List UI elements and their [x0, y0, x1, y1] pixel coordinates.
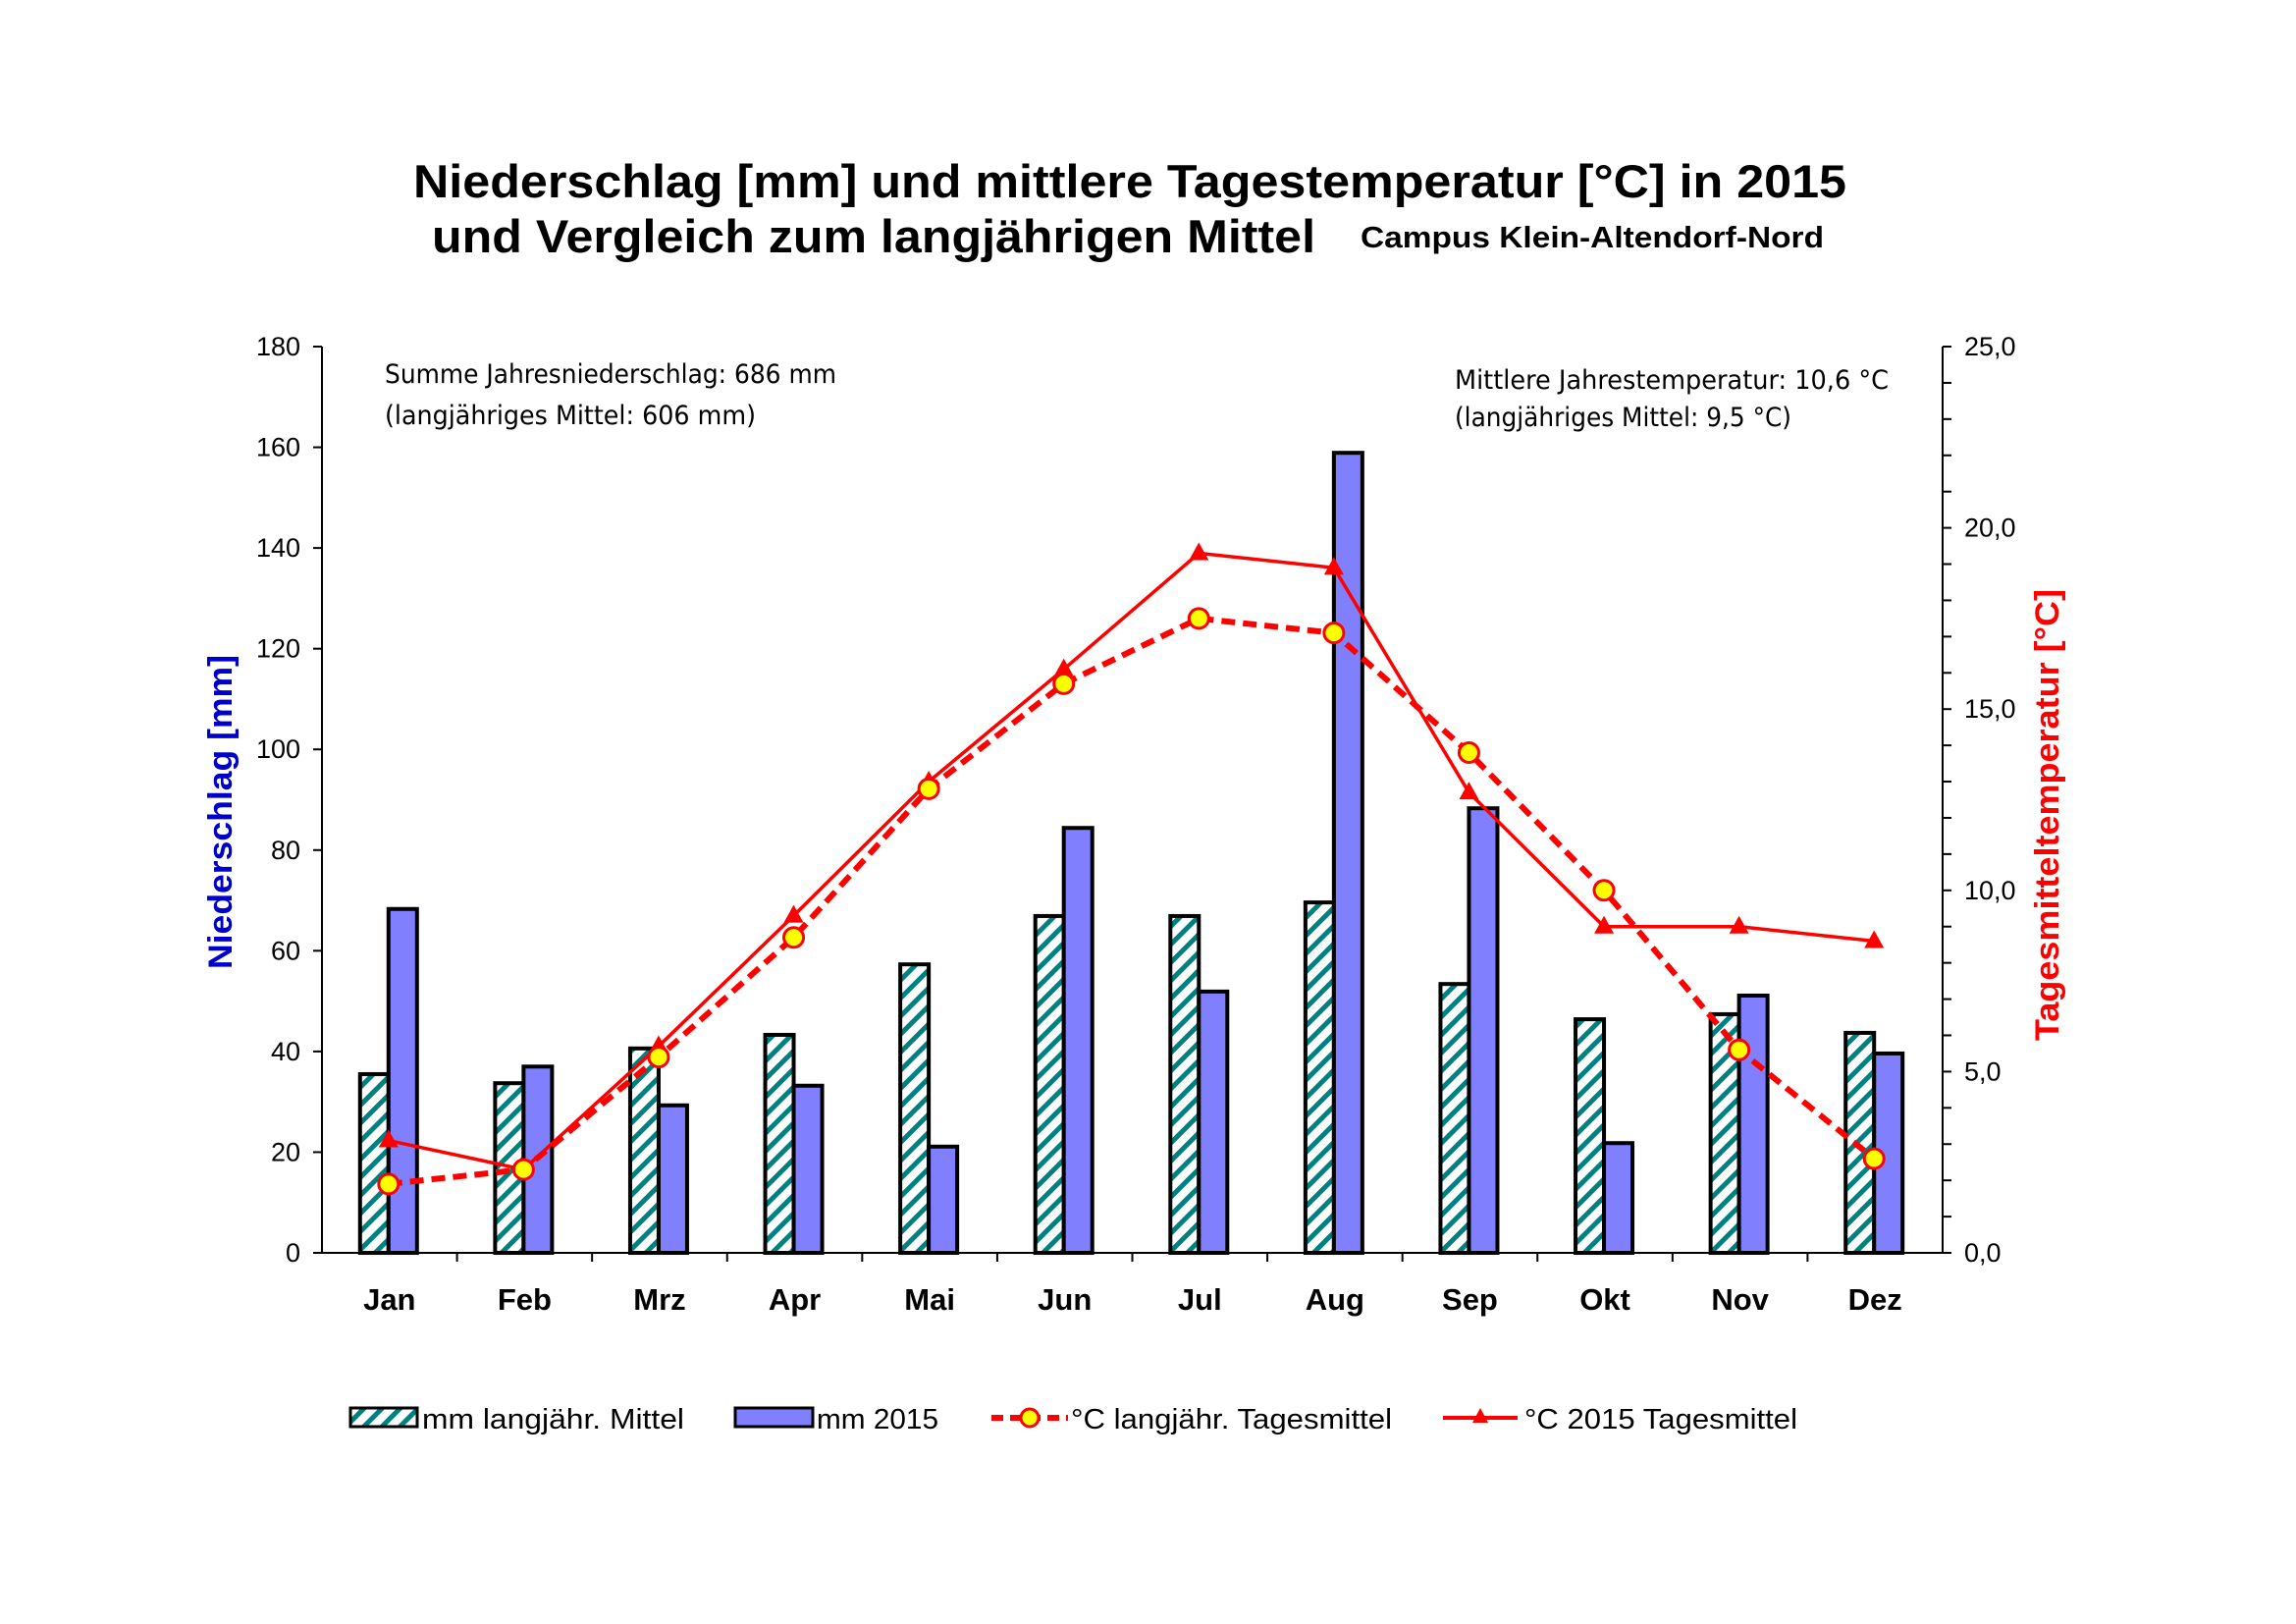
left-axis-label: Niederschlag [mm]: [202, 655, 240, 969]
x-label-Jun: Jun: [1038, 1282, 1092, 1317]
precip-annotation-line1: Summe Jahresniederschlag: 686 mm: [385, 359, 836, 390]
left-tick-label: 80: [271, 836, 300, 865]
marker-temp-longterm-Mrz: [647, 1046, 670, 1069]
bar-2015-Mai: [927, 1144, 960, 1255]
right-tick-label: 15,0: [1964, 694, 2016, 724]
left-tick-label: 180: [256, 332, 300, 361]
x-label-Aug: Aug: [1306, 1282, 1364, 1317]
temp-annotation-line2: (langjähriges Mittel: 9,5 °C): [1455, 403, 1791, 433]
bars-group: [357, 451, 1905, 1256]
x-label-Apr: Apr: [769, 1282, 821, 1317]
bar-longterm-Aug: [1303, 900, 1336, 1256]
marker-temp-2015-Jul: [1189, 542, 1209, 561]
left-tick-label: 120: [256, 634, 300, 664]
legend-label-temp-2015: °C 2015 Tagesmittel: [1524, 1404, 1797, 1435]
marker-temp-longterm-Jan: [377, 1172, 400, 1196]
legend-swatch-2015: [733, 1406, 815, 1429]
left-tick-label: 60: [271, 936, 300, 965]
x-label-Sep: Sep: [1442, 1282, 1498, 1317]
precip-annotation-line2: (langjähriges Mittel: 606 mm): [385, 401, 756, 431]
x-label-Jul: Jul: [1178, 1282, 1222, 1317]
legend-triangle-marker-icon: [1472, 1408, 1488, 1423]
marker-temp-longterm-Jul: [1187, 607, 1210, 630]
left-tick-label: 100: [256, 734, 300, 764]
lines-group: [377, 542, 1886, 1196]
bar-longterm-Apr: [763, 1032, 796, 1255]
line-temp-2015: [388, 551, 1875, 1171]
legend: mm langjähr. Mittel mm 2015 °C langjähr.…: [348, 1404, 1797, 1435]
bar-longterm-Jun: [1033, 913, 1066, 1255]
marker-temp-longterm-Dez: [1862, 1147, 1886, 1170]
marker-temp-2015-Jan: [378, 1129, 399, 1148]
left-tick-label: 40: [271, 1037, 300, 1066]
right-tick-label: 0,0: [1964, 1238, 2002, 1268]
marker-temp-longterm-Sep: [1457, 741, 1480, 765]
legend-item-temp-2015: °C 2015 Tagesmittel: [1443, 1404, 1797, 1435]
x-label-Okt: Okt: [1579, 1282, 1630, 1317]
left-tick-label: 140: [256, 533, 300, 563]
bar-2015-Jan: [386, 906, 419, 1255]
marker-temp-2015-Nov: [1729, 915, 1749, 934]
legend-item-hatched: mm langjähr. Mittel: [348, 1404, 684, 1435]
right-axis-label: Tagesmitteltemperatur [°C]: [2029, 589, 2066, 1041]
legend-label-hatched: mm langjähr. Mittel: [422, 1404, 684, 1435]
marker-temp-2015-Okt: [1594, 915, 1615, 934]
marker-temp-2015-Sep: [1459, 782, 1479, 800]
chart-title: Niederschlag [mm] und mittlere Tagestemp…: [413, 155, 1846, 207]
bar-2015-Jul: [1197, 989, 1230, 1255]
x-label-Jan: Jan: [363, 1282, 415, 1317]
x-labels-group: Jan Feb Mrz Apr Mai Jun Jul Aug Sep Okt Nov Dez: [363, 1282, 1902, 1317]
bar-2015-Jun: [1061, 826, 1095, 1256]
left-tick-label: 160: [256, 433, 300, 462]
x-label-Nov: Nov: [1711, 1282, 1769, 1317]
bar-longterm-Jan: [357, 1071, 391, 1255]
marker-temp-longterm-Nov: [1728, 1038, 1751, 1061]
chart-location: Campus Klein-Altendorf-Nord: [1361, 220, 1824, 254]
left-tick-label: 0: [286, 1238, 300, 1268]
bar-longterm-Mai: [898, 962, 932, 1255]
bar-2015-Mrz: [656, 1103, 689, 1255]
right-tick-label: 10,0: [1964, 876, 2016, 905]
bar-longterm-Jul: [1168, 913, 1201, 1255]
marker-temp-longterm-Apr: [782, 926, 806, 949]
temp-annotation-line1: Mittlere Jahrestemperatur: 10,6 °C: [1455, 365, 1889, 396]
chart-subtitle: und Vergleich zum langjährigen Mittel: [432, 210, 1315, 262]
marker-temp-longterm-Feb: [511, 1158, 535, 1181]
right-tick-label: 25,0: [1964, 332, 2016, 361]
marker-temp-longterm-Jun: [1052, 672, 1076, 695]
x-label-Dez: Dez: [1848, 1282, 1902, 1317]
bar-2015-Nov: [1736, 993, 1770, 1256]
line-temp-longterm: [388, 615, 1877, 1187]
marker-temp-2015-Dez: [1864, 930, 1885, 948]
bar-longterm-Mrz: [627, 1046, 661, 1256]
bar-2015-Sep: [1467, 806, 1500, 1255]
bar-longterm-Sep: [1438, 982, 1471, 1256]
marker-temp-2015-Jun: [1053, 658, 1074, 677]
right-tick-label: 20,0: [1964, 514, 2016, 543]
marker-temp-longterm-Mai: [917, 777, 940, 800]
bar-2015-Okt: [1602, 1141, 1635, 1256]
marker-temp-2015-Aug: [1323, 557, 1344, 575]
legend-item-temp-mean: °C langjähr. Tagesmittel: [991, 1404, 1392, 1435]
bar-longterm-Okt: [1574, 1017, 1607, 1256]
bar-2015-Apr: [791, 1083, 825, 1256]
x-label-Feb: Feb: [498, 1282, 552, 1317]
legend-label-temp-mean: °C langjähr. Tagesmittel: [1071, 1404, 1392, 1435]
bar-longterm-Dez: [1843, 1030, 1877, 1256]
x-label-Mrz: Mrz: [633, 1282, 685, 1317]
legend-swatch-hatched: [348, 1406, 419, 1429]
legend-label-2015: mm 2015: [817, 1404, 938, 1435]
marker-temp-2015-Apr: [783, 904, 804, 923]
bar-2015-Aug: [1331, 451, 1364, 1255]
axes-group: 0 20 40 60 80 100 120 140 160 180 0,0 5,0 10,0 15,0 20…: [256, 332, 2016, 1268]
marker-temp-longterm-Aug: [1322, 622, 1346, 645]
legend-circle-marker-icon: [1019, 1407, 1041, 1429]
left-tick-label: 20: [271, 1137, 300, 1166]
marker-temp-longterm-Okt: [1592, 879, 1616, 902]
right-tick-label: 5,0: [1964, 1056, 2002, 1086]
legend-item-2015: mm 2015: [733, 1404, 938, 1435]
x-label-Mai: Mai: [904, 1282, 955, 1317]
